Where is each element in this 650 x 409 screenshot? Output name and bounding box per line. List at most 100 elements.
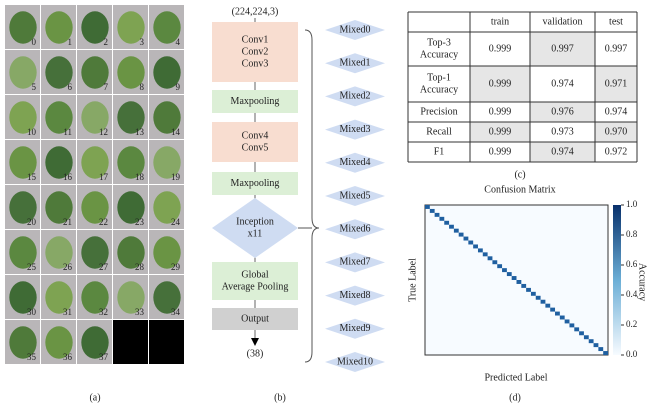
row-label: F1 [434,146,445,157]
tile-label: 12 [99,127,108,137]
matrix-title: Confusion Matrix [484,184,555,195]
diagonal-cell [555,312,560,316]
tile-label: 34 [171,307,181,317]
column-header: train [491,16,509,27]
tile-label: 14 [171,127,181,137]
diagonal-cell [425,205,430,209]
diagonal-cell [492,260,497,264]
cell-value: 0.997 [551,43,574,54]
diagonal-cell [594,343,599,347]
mixed-label: Mixed8 [339,290,370,301]
diagonal-cell [517,280,522,284]
mixed-label: Mixed6 [339,223,370,234]
tile-label: 36 [63,352,73,362]
layer-label: Conv1 [242,34,269,45]
diagonal-cell [589,339,594,343]
cell-value: 0.971 [605,78,628,89]
tile-label: 23 [135,217,145,227]
colorbar-tick-label: 0.0 [626,349,638,359]
tile-label: 31 [63,307,72,317]
tile-label: 2 [104,37,109,47]
cell-value: 0.970 [605,126,628,137]
diagonal-cell [502,268,507,272]
tile-empty [149,320,184,364]
diagonal-cell [526,288,531,292]
row-label: Accuracy [420,49,458,60]
diagonal-cell [598,347,603,351]
mixed-label: Mixed5 [339,190,370,201]
diagonal-cell [541,300,546,304]
arrow-head [251,338,259,346]
diagonal-cell [435,213,440,217]
diagonal-cell [550,308,555,312]
tile-label: 22 [99,217,108,227]
cell-value: 0.973 [551,126,574,137]
tile-label: 35 [27,352,37,362]
diagonal-cell [545,304,550,308]
row-label: Top-1 [427,72,451,83]
layer-label: Maxpooling [231,178,280,189]
tile-label: 5 [32,82,37,92]
tile-label: 33 [135,307,145,317]
diagonal-cell [497,264,502,268]
tile-label: 32 [99,307,108,317]
tile-empty [113,320,148,364]
colorbar-tick-label: 1.0 [626,199,638,209]
layer-label: Conv5 [242,142,269,153]
figure: 0123456789101112131415161718192021222324… [0,0,650,409]
diagonal-cell [521,284,526,288]
diagonal-cell [536,296,541,300]
mixed-label: Mixed9 [339,323,370,334]
row-label: Top-3 [427,37,451,48]
diagonal-cell [531,292,536,296]
tile-label: 18 [135,172,145,182]
colorbar [613,205,621,355]
input-shape: (224,224,3) [232,6,279,17]
colorbar-tick-label: 0.6 [626,259,638,269]
caption: (b) [274,392,286,403]
diagonal-cell [512,276,517,280]
colorbar-tick-label: 0.4 [626,289,638,299]
tile-label: 27 [99,262,109,272]
diagonal-cell [483,252,488,256]
tile-label: 26 [63,262,73,272]
tile-label: 19 [171,172,181,182]
caption: (a) [89,392,100,403]
mixed-label: Mixed3 [339,124,370,135]
diagonal-cell [430,209,435,213]
tile-label: 6 [68,82,73,92]
colorbar-tick-label: 0.2 [626,319,637,329]
mixed-label: Mixed7 [339,257,370,268]
layer-label: Output [241,313,269,324]
cell-value: 0.997 [605,43,628,54]
tile-label: 21 [63,217,72,227]
layer-label: Conv2 [242,46,269,57]
caption: (c) [514,169,525,180]
cell-value: 0.999 [489,78,512,89]
tile-label: 3 [140,37,145,47]
y-axis-label: True Label [407,258,418,302]
diagonal-cell [579,331,584,335]
tile-label: 4 [176,37,181,47]
brace [305,30,319,362]
cell-value: 0.974 [605,106,628,117]
mixed-label: Mixed10 [337,356,373,367]
diagonal-cell [565,319,570,323]
column-header: validation [543,16,583,27]
cell-value: 0.999 [489,106,512,117]
tile-label: 8 [140,82,145,92]
diagonal-cell [507,272,512,276]
diagonal-cell [488,256,493,260]
caption: (d) [509,392,521,403]
layer-label: Inception [236,216,274,227]
layer-label: x11 [248,228,263,239]
cell-value: 0.976 [551,106,574,117]
tile-label: 29 [171,262,181,272]
layer-label: Average Pooling [222,281,289,292]
diagonal-cell [444,221,449,225]
diagonal-cell [560,316,565,320]
cell-value: 0.974 [551,146,574,157]
mixed-label: Mixed2 [339,91,370,102]
diagonal-cell [468,241,473,245]
tile-label: 9 [176,82,181,92]
